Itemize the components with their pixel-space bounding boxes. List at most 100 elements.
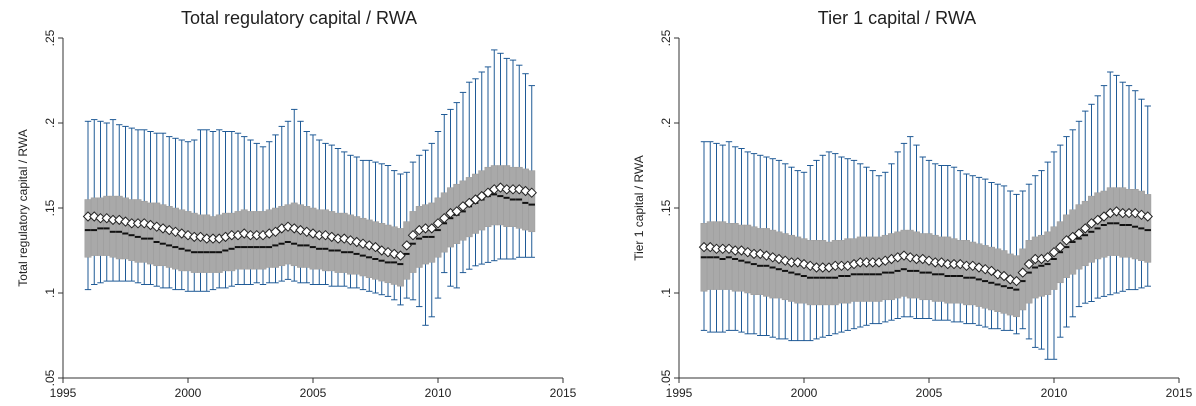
iqr-box [228, 212, 236, 272]
iqr-box [756, 228, 764, 295]
iqr-box [115, 195, 123, 260]
iqr-box [988, 246, 995, 311]
x-tick-label: 2000 [175, 386, 202, 400]
iqr-box [97, 197, 104, 256]
mean-marker [1011, 275, 1022, 287]
iqr-box [109, 195, 117, 258]
iqr-box [1113, 187, 1120, 256]
y-tick-label: .15 [43, 199, 57, 216]
mean-marker [395, 250, 406, 261]
mean-marker [1048, 246, 1060, 258]
iqr-box [515, 166, 523, 229]
iqr-box [919, 233, 927, 301]
iqr-box [522, 168, 529, 231]
iqr-box [906, 229, 914, 299]
iqr-box [769, 229, 777, 299]
iqr-box [719, 221, 727, 290]
iqr-box [806, 240, 814, 306]
iqr-box [994, 248, 1002, 312]
mean-marker [432, 218, 444, 229]
iqr-box [975, 243, 983, 307]
iqr-box [209, 216, 217, 273]
iqr-box [969, 241, 977, 306]
iqr-box [290, 202, 298, 267]
iqr-box [197, 214, 204, 273]
iqr-box [888, 233, 895, 301]
iqr-box [528, 170, 536, 233]
iqr-box [838, 240, 845, 304]
iqr-box [831, 240, 839, 306]
y-tick-label: .15 [659, 199, 673, 216]
iqr-box [744, 224, 752, 294]
y-tick-label: .05 [659, 369, 673, 386]
mean-marker [451, 206, 462, 217]
mean-marker [526, 187, 537, 198]
mean-marker [401, 240, 412, 251]
iqr-box [1000, 250, 1008, 314]
iqr-box [1131, 189, 1139, 260]
iqr-box [775, 231, 783, 299]
x-tick-label: 2005 [300, 386, 327, 400]
y-tick-label: .05 [43, 369, 57, 386]
y-axis-label: Tier 1 capital / RWA [632, 155, 646, 261]
x-tick-label: 2015 [1166, 386, 1193, 400]
iqr-box [84, 199, 92, 258]
mean-marker [1023, 258, 1035, 270]
iqr-box [284, 204, 292, 265]
iqr-box [272, 207, 279, 268]
mean-marker [742, 246, 753, 258]
iqr-box [240, 209, 248, 270]
x-tick-label: 1995 [50, 386, 77, 400]
iqr-box [925, 233, 933, 301]
mean-marker [1073, 228, 1085, 239]
iqr-box [1119, 187, 1127, 258]
x-tick-label: 2005 [916, 386, 943, 400]
mean-marker [1042, 252, 1053, 263]
iqr-box [297, 204, 304, 268]
iqr-box [856, 236, 864, 302]
iqr-box [794, 236, 802, 304]
iqr-box [913, 231, 920, 299]
iqr-box [1106, 187, 1114, 256]
iqr-box [938, 236, 945, 302]
iqr-box [159, 204, 167, 267]
iqr-box [944, 236, 952, 304]
iqr-box [1019, 248, 1027, 311]
chart-panel-tier1-capital: Tier 1 capital / RWA .05 .1 .15 .2 .25 1995 20… [598, 0, 1196, 406]
iqr-box [738, 224, 745, 292]
iqr-box [713, 221, 720, 290]
chart-title: Total regulatory capital / RWA [180, 8, 418, 28]
iqr-box [850, 238, 858, 302]
iqr-box [172, 207, 179, 270]
iqr-box [956, 240, 964, 304]
iqr-box [1144, 194, 1152, 263]
mean-marker [407, 229, 419, 241]
iqr-box [184, 211, 192, 272]
y-tick-label: .25 [43, 29, 57, 46]
iqr-box [190, 212, 198, 273]
iqr-box [90, 197, 98, 256]
iqr-box [981, 245, 989, 309]
iqr-box [153, 202, 161, 267]
iqr-box [147, 202, 154, 265]
x-tick-label: 2000 [791, 386, 818, 400]
iqr-box [1094, 192, 1102, 260]
iqr-box [140, 200, 148, 263]
y-tick-label: .1 [659, 288, 673, 298]
iqr-box [422, 204, 429, 265]
iqr-box [950, 238, 958, 304]
iqr-box [788, 234, 795, 302]
iqr-box [503, 165, 511, 227]
chart-svg: .05 .1 .15 .2 .25 1995 2000 2005 2010 2015 Tier 1 … [632, 29, 1193, 400]
y-tick-label: .2 [659, 118, 673, 128]
y-tick-label: .1 [43, 288, 57, 298]
iqr-box [750, 226, 758, 295]
chart-title: Tier 1 capital / RWA [817, 8, 977, 28]
iqr-box [1125, 189, 1133, 258]
x-tick-label: 2015 [550, 386, 577, 400]
iqr-box [763, 228, 770, 297]
iqr-box [931, 234, 939, 302]
mean-marker [382, 246, 394, 258]
iqr-box [278, 206, 286, 267]
